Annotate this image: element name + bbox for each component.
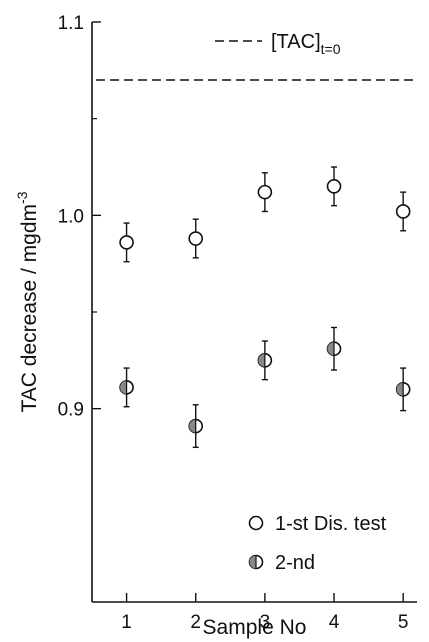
legend-marker [248, 515, 264, 531]
marker-outline [248, 515, 264, 531]
data-point [188, 404, 204, 449]
x-tick-label: 1 [121, 612, 132, 633]
y-tick-label: 1.1 [58, 13, 84, 34]
marker-fill [120, 380, 127, 394]
marker-fill [258, 353, 265, 367]
y-tick-label: 1.0 [58, 206, 84, 227]
data-point [257, 172, 273, 213]
data-point [257, 340, 273, 381]
point-marker [326, 179, 342, 194]
point-marker [119, 380, 134, 395]
data-point [119, 367, 134, 408]
reference-line: [TAC]t=0 [96, 31, 417, 81]
point-marker [119, 235, 134, 250]
data-marks [119, 166, 411, 449]
point-marker [188, 418, 204, 434]
point-marker [257, 184, 273, 200]
data-point [395, 191, 411, 232]
series-1 [119, 166, 411, 263]
x-tick-label: 3 [260, 612, 271, 633]
x-axis-title: Sample No [203, 616, 307, 639]
point-marker [395, 204, 411, 219]
y-tick-label: 0.9 [58, 400, 84, 421]
x-tick-label: 5 [398, 612, 409, 633]
point-marker [326, 341, 342, 357]
marker-fill [396, 382, 404, 396]
axes: 0.9 1.0 1.1 1 2 3 4 5 Sample No TAC decrease / mg… [14, 13, 417, 639]
x-tick-label: 4 [329, 612, 340, 633]
series-2 [119, 326, 411, 449]
marker-outline [119, 235, 134, 250]
x-tick-label: 2 [190, 612, 201, 633]
legend: 1-st Dis. test 2-nd [248, 513, 387, 574]
marker-outline [395, 204, 411, 219]
data-point [326, 326, 342, 371]
point-marker [257, 353, 273, 368]
y-axis-title: TAC decrease / mgdm-3 [14, 191, 41, 412]
marker-fill [249, 555, 256, 569]
marker-outline [326, 179, 342, 194]
marker-fill [189, 419, 196, 433]
reference-label: [TAC]t=0 [271, 31, 341, 57]
marker-outline [257, 184, 273, 200]
point-marker [188, 231, 204, 246]
legend-label: 1-st Dis. test [275, 513, 387, 535]
marker-outline [188, 231, 204, 246]
data-point [326, 166, 342, 207]
data-point [119, 222, 134, 263]
marker-fill [327, 342, 335, 356]
data-point [188, 218, 204, 259]
data-point [395, 367, 411, 412]
legend-label: 2-nd [275, 552, 315, 574]
point-marker [395, 382, 411, 397]
legend-marker [248, 554, 264, 570]
